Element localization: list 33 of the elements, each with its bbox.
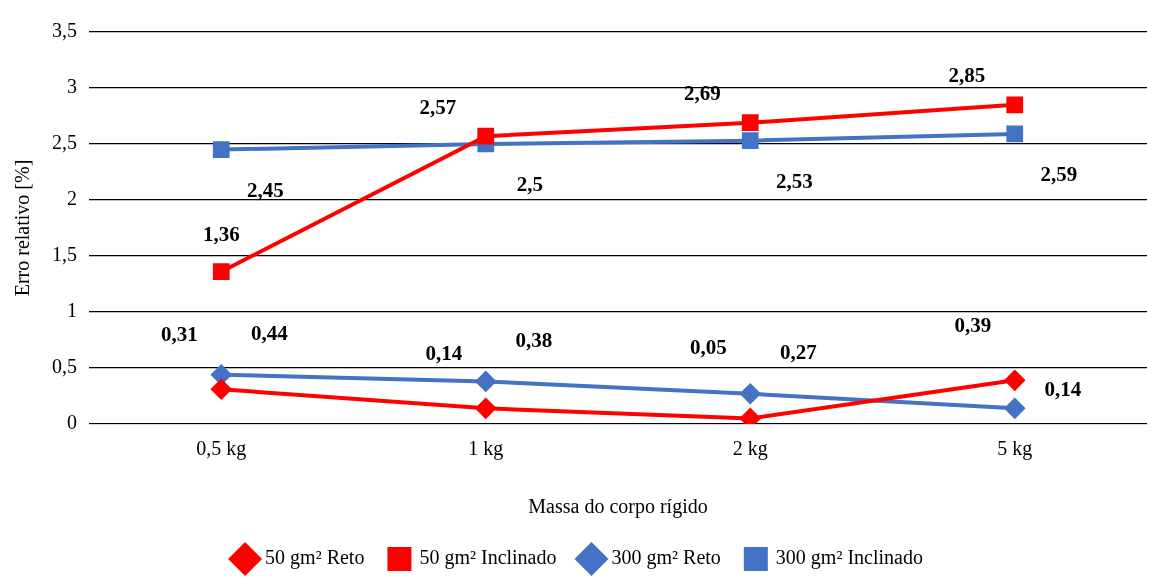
x-tick-label: 0,5 kg [196,437,247,461]
y-tick-label: 0,5 [52,355,77,378]
x-axis-title: Massa do corpo rígido [528,495,708,519]
y-tick-label: 1 [67,299,77,322]
data-label: 1,36 [202,222,240,247]
x-tick-label: 5 kg [997,437,1033,461]
data-label: 0,27 [779,340,817,365]
data-label: 2,85 [948,63,986,88]
data-label: 0,44 [250,321,289,346]
data-label: 2,53 [775,169,813,194]
y-tick-label: 3,5 [52,19,77,42]
legend-label: 50 gm² Reto [265,546,365,570]
y-tick-label: 2,5 [52,131,77,154]
data-label: 0,38 [515,327,553,352]
y-tick-label: 0 [67,411,77,434]
data-label: 2,5 [516,172,543,197]
y-axis-title: Erro relativo [%] [11,159,34,297]
data-label: 2,57 [419,94,457,119]
data-label: 0,39 [954,312,992,337]
data-label: 0,31 [160,321,198,346]
data-label: 0,14 [425,340,463,365]
data-label: 2,59 [1040,162,1078,187]
x-tick-label: 2 kg [732,437,768,461]
legend-label: 300 gm² Reto [611,546,721,570]
data-label: 2,45 [246,178,284,203]
legend-label: 50 gm² Inclinado [419,546,557,570]
x-tick-label: 1 kg [468,437,504,461]
data-label: 0,05 [689,334,727,359]
data-label: 0,14 [1044,376,1082,401]
y-tick-label: 2 [67,187,77,210]
y-tick-label: 3 [67,75,77,98]
legend-label: 300 gm² Inclinado [775,546,923,570]
y-tick-label: 1,5 [52,243,77,266]
